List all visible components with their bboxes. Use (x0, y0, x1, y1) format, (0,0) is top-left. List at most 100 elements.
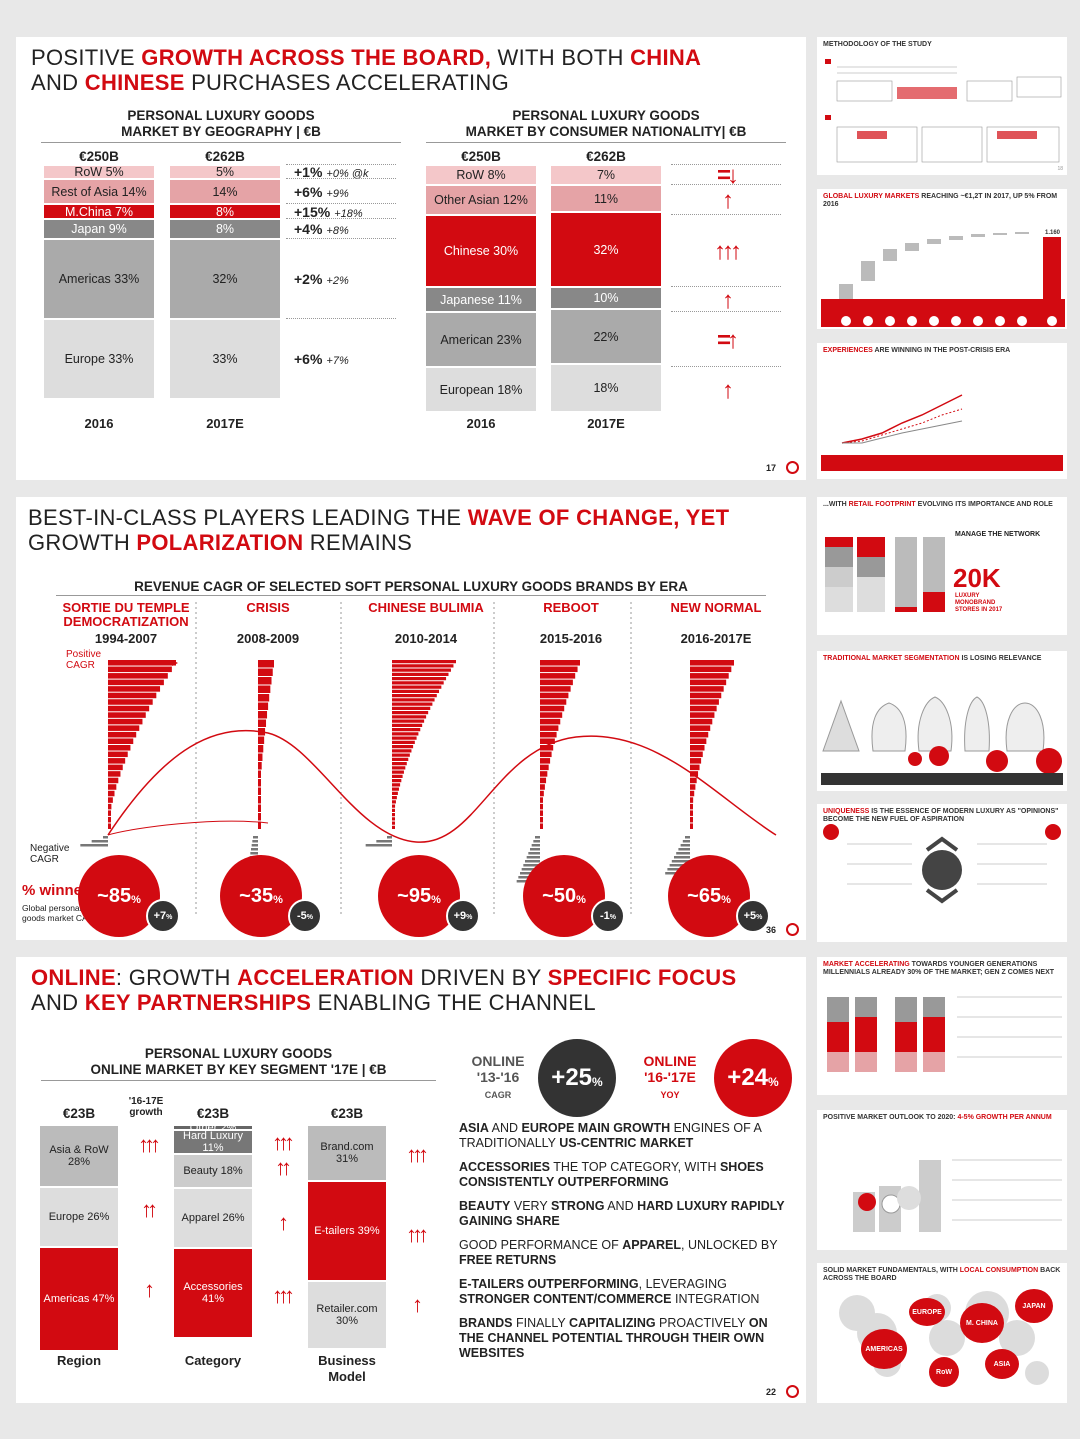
geo-bar-2016-seg: Rest of Asia 14% (44, 180, 154, 205)
era-years: 2016-2017E (680, 631, 752, 646)
positive-cagr-bar (108, 731, 137, 738)
positive-cagr-bar (392, 694, 437, 698)
kpi-online-yoy: ONLINE '16-'17E YOY +24% (628, 1039, 793, 1129)
positive-cagr-bar (258, 711, 268, 719)
positive-cagr-bar (540, 790, 544, 797)
thumb-methodology[interactable]: METHODOLOGY OF THE STUDY 18 (817, 37, 1067, 175)
positive-cagr-bar (540, 823, 543, 829)
online-bar-seg: Americas 47% (40, 1248, 118, 1352)
bullet-item: BEAUTY VERY STRONG AND HARD LUXURY RAPID… (459, 1199, 785, 1228)
positive-cagr-bar (392, 672, 449, 676)
growth-arrow-icon: ↑ (278, 1210, 289, 1235)
thumb-uniqueness[interactable]: UNIQUENESS IS THE ESSENCE OF MODERN LUXU… (817, 804, 1067, 942)
nat-trend-icon: =↓ (716, 162, 739, 189)
page-number: 17 (766, 463, 777, 473)
positive-cagr-bar (690, 705, 717, 712)
growth-arrow-icon: ↑ (144, 1277, 155, 1302)
thumb-outlook[interactable]: POSITIVE MARKET OUTLOOK TO 2020: 4-5% GR… (817, 1110, 1067, 1250)
thumb-segmentation[interactable]: TRADITIONAL MARKET SEGMENTATION IS LOSIN… (817, 651, 1067, 791)
negative-cagr-bar (251, 844, 258, 847)
region-americas: AMERICAS (861, 1329, 907, 1369)
positive-cagr-bar (392, 787, 399, 791)
positive-cagr-bar (392, 770, 404, 774)
positive-cagr-bar (108, 738, 134, 744)
era-name: REBOOT (543, 600, 599, 615)
positive-cagr-bar (690, 810, 693, 816)
wave-curve-lower (107, 820, 269, 836)
thumb-title: EXPERIENCES ARE WINNING IN THE POST-CRIS… (823, 347, 1011, 354)
market-cagr-circle: -5% (288, 899, 322, 933)
nat-separator (671, 214, 781, 215)
positive-cagr-bar (540, 764, 549, 771)
positive-cagr-bar (540, 745, 554, 751)
negative-cagr-bar (535, 836, 540, 839)
positive-cagr-bar (540, 673, 576, 679)
geo-separator (286, 318, 396, 319)
era-name: CHINESE BULIMIA (368, 600, 484, 615)
thumb-title: SOLID MARKET FUNDAMENTALS, WITH LOCAL CO… (823, 1267, 1061, 1282)
positive-cagr-bar (108, 784, 117, 790)
positive-cagr-bar (540, 712, 563, 718)
positive-cagr-bar (540, 777, 547, 784)
positive-cagr-bar (392, 757, 409, 761)
positive-cagr-bar (258, 677, 272, 685)
online-chart-header: PERSONAL LUXURY GOODS ONLINE MARKET BY KE… (41, 1046, 436, 1081)
positive-cagr-bar (540, 738, 555, 744)
thumb-local-consumption[interactable]: SOLID MARKET FUNDAMENTALS, WITH LOCAL CO… (817, 1263, 1067, 1403)
positive-cagr-bar (258, 702, 269, 710)
kpi2-label-2: '16-'17E (644, 1069, 696, 1085)
negative-cagr-bar (376, 840, 392, 843)
era-name: NEW NORMAL (670, 600, 762, 615)
positive-cagr-bar (392, 728, 421, 732)
geo-bar-2017-seg: 8% (170, 205, 280, 220)
thumb-title: MARKET ACCELERATING TOWARDS YOUNGER GENE… (823, 961, 1055, 976)
positive-cagr-bar (258, 668, 273, 676)
negative-cagr-bar (685, 836, 690, 839)
geo-growth: +1% +0% @k (294, 164, 369, 180)
online-col-name: Category (184, 1353, 242, 1368)
svg-text:1.160: 1.160 (1045, 230, 1061, 236)
year-2017-nat: 2017E (587, 416, 625, 431)
positive-cagr-bar (540, 679, 573, 686)
kpi-online-cagr: ONLINE '13-'16 CAGR +25% (456, 1039, 616, 1129)
thumb-experiences[interactable]: EXPERIENCES ARE WINNING IN THE POST-CRIS… (817, 343, 1067, 479)
online-bar-seg: Beauty 18% (174, 1155, 252, 1189)
positive-cagr-bar (690, 718, 713, 725)
brand-logo-icon (786, 923, 799, 936)
geo-bar-2016-seg: Americas 33% (44, 240, 154, 320)
total-2017: €262B (205, 149, 245, 164)
positive-cagr-bar (392, 774, 403, 778)
positive-cagr-bar (108, 797, 113, 803)
positive-cagr-bar (392, 808, 395, 812)
geo-growth: +6% +7% (294, 351, 349, 367)
positive-cagr-bar (540, 758, 551, 764)
thumb-title: UNIQUENESS IS THE ESSENCE OF MODERN LUXU… (823, 808, 1059, 823)
negative-cagr-bar (521, 868, 540, 871)
nat-bar-2016-seg: Chinese 30% (426, 216, 536, 288)
positive-cagr-bar (690, 790, 695, 797)
geo-growth: +6% +9% (294, 183, 349, 200)
positive-cagr-bar (392, 804, 396, 808)
bullet-item: BRANDS FINALLY CAPITALIZING PROACTIVELY … (459, 1316, 768, 1360)
positive-cagr-bar (392, 689, 440, 693)
nat-bar-2016-seg: Other Asian 12% (426, 186, 536, 216)
outlook-bars (853, 1159, 1062, 1232)
positive-cagr-bar (258, 796, 261, 804)
negative-cagr-bar (523, 864, 540, 867)
thumb-global-markets[interactable]: GLOBAL LUXURY MARKETS REACHING ~€1,2T IN… (817, 189, 1067, 329)
geo-separator (286, 238, 396, 239)
negative-cagr-bar (365, 844, 392, 847)
positive-cagr-bar (392, 821, 395, 825)
thumb-retail-footprint[interactable]: ...WITH RETAIL FOOTPRINT EVOLVING ITS IM… (817, 497, 1067, 635)
negative-cagr-bar (533, 840, 540, 843)
winners-circle: ~85% (78, 855, 160, 937)
thumb-generations[interactable]: MARKET ACCELERATING TOWARDS YOUNGER GENE… (817, 957, 1067, 1095)
online-bar-seg: Other 2% (174, 1122, 252, 1134)
online-bar-seg: E-tailers 39% (308, 1182, 386, 1282)
positive-cagr-bar (392, 685, 442, 689)
positive-cagr-bar (690, 758, 702, 764)
online-bar-seg: Asia & RoW 28% (40, 1126, 118, 1188)
positive-cagr-bar (108, 660, 176, 666)
year-2016: 2016 (84, 416, 114, 431)
generations-bars (827, 996, 1062, 1072)
